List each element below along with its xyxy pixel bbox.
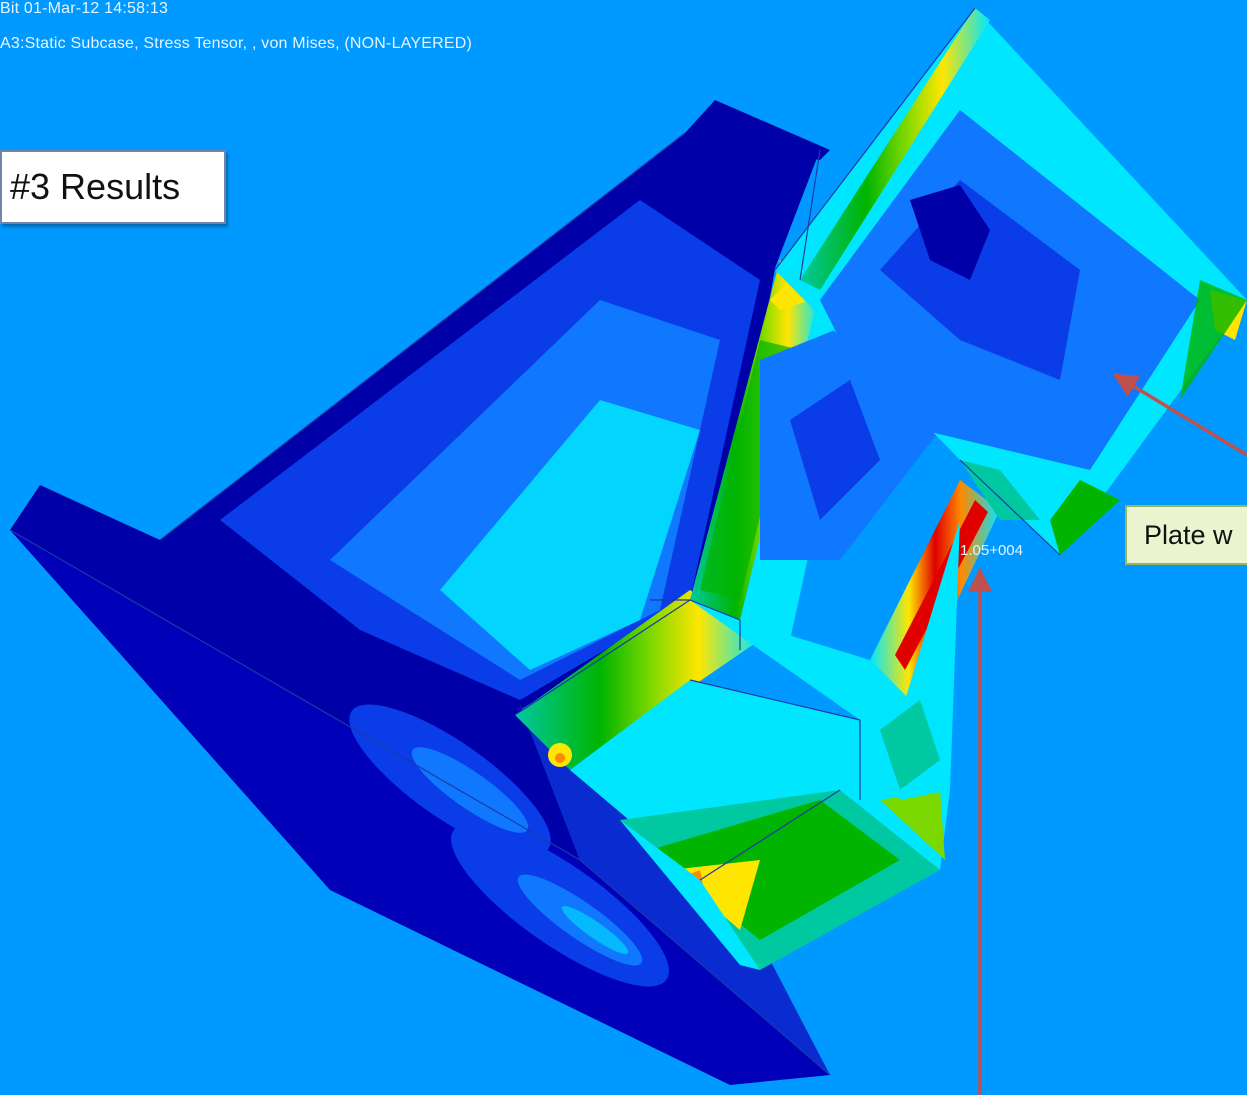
header-timestamp: Bit 01-Mar-12 14:58:13 bbox=[0, 0, 169, 17]
edge-lines bbox=[9, 7, 1061, 1076]
results-title-box: #3 Results bbox=[0, 150, 226, 224]
lower-block bbox=[515, 590, 950, 970]
tapered-arm bbox=[160, 100, 830, 710]
top-plate[interactable] bbox=[775, 8, 1247, 555]
plate-callout-box: Plate w bbox=[1125, 505, 1247, 565]
header-subcase: A3:Static Subcase, Stress Tensor, , von … bbox=[0, 35, 473, 52]
hot-stiffener bbox=[860, 480, 1000, 800]
plate-callout-arrow bbox=[1112, 373, 1247, 457]
peak-value-label: 1.05+004 bbox=[960, 542, 1023, 559]
base-flange bbox=[10, 485, 830, 1085]
middle-ribs bbox=[690, 260, 940, 720]
